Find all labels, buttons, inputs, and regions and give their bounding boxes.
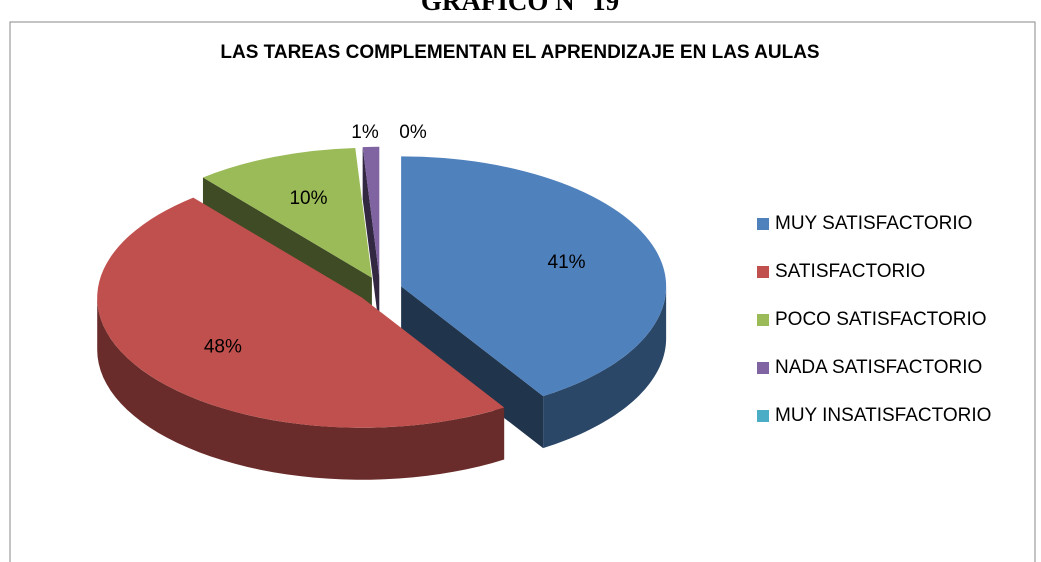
slice (362, 146, 380, 277)
data-label: 1% (351, 122, 379, 143)
legend-label: NADA SATISFACTORIO (775, 357, 982, 378)
legend-swatch (757, 314, 769, 326)
data-label: 0% (399, 122, 427, 143)
legend-label: MUY INSATISFACTORIO (775, 405, 991, 426)
legend-swatch (757, 362, 769, 374)
legend-swatch (757, 410, 769, 422)
legend-label: SATISFACTORIO (775, 261, 925, 282)
legend-swatch (757, 218, 769, 230)
data-label: 10% (289, 188, 327, 209)
slice-cut (401, 286, 544, 449)
chart-title: LAS TAREAS COMPLEMENTAN EL APRENDIZAJE E… (220, 42, 819, 63)
slice-side (97, 297, 505, 480)
slice (97, 197, 505, 428)
legend-swatch (757, 266, 769, 278)
slice (202, 147, 372, 278)
data-label: 41% (548, 252, 586, 273)
heading: GRÁFICO N° 19 (421, 0, 619, 16)
slice-side (543, 286, 667, 449)
slice-cut (362, 147, 380, 329)
data-label: 48% (204, 336, 242, 357)
legend-label: MUY SATISFACTORIO (775, 213, 972, 234)
heading-bg (300, 0, 740, 21)
legend-label: POCO SATISFACTORIO (775, 309, 987, 330)
slice (401, 156, 667, 397)
